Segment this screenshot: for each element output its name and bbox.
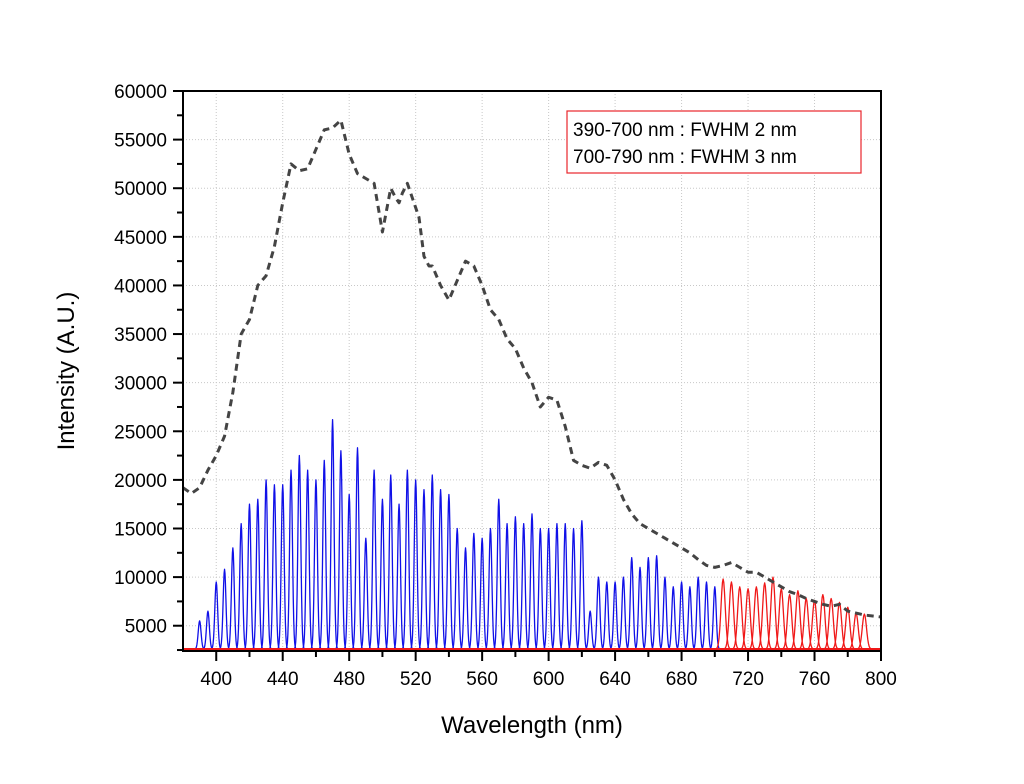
y-tick-label: 45000 — [114, 228, 167, 249]
grid — [183, 91, 881, 651]
envelope-group — [183, 118, 881, 619]
x-tick-label: 480 — [333, 669, 365, 690]
plot-frame — [182, 90, 882, 652]
x-tick-label: 800 — [865, 669, 897, 690]
y-tick-label: 20000 — [114, 471, 167, 492]
x-tick-label: 560 — [466, 669, 498, 690]
y-tick-label: 55000 — [114, 131, 167, 152]
annotation-line-1: 390-700 nm : FWHM 2 nm — [573, 120, 797, 141]
spectral-peak — [350, 447, 365, 650]
annotation-box: 390-700 nm : FWHM 2 nm 700-790 nm : FWHM… — [566, 110, 862, 174]
y-tick-label: 15000 — [114, 520, 167, 541]
y-tick-label: 50000 — [114, 179, 167, 200]
y-tick-label: 30000 — [114, 374, 167, 395]
x-tick-label: 760 — [799, 669, 831, 690]
x-tick-label: 680 — [666, 669, 698, 690]
x-tick-label: 440 — [267, 669, 299, 690]
x-tick-label: 400 — [200, 669, 232, 690]
annotation-border — [566, 110, 862, 174]
y-axis-ticks: 5000 10000 15000 20000 25000 30000 35000 40000 4… — [114, 82, 183, 652]
x-tick-label: 720 — [732, 669, 764, 690]
y-tick-label: 60000 — [114, 82, 167, 103]
plot-area — [183, 118, 881, 651]
y-axis-title: Intensity (A.U.) — [53, 292, 80, 451]
y-tick-label: 35000 — [114, 325, 167, 346]
envelope-line — [183, 118, 881, 619]
x-tick-label: 520 — [400, 669, 432, 690]
x-axis-title: Wavelength (nm) — [441, 712, 623, 739]
annotation-line-2: 700-790 nm : FWHM 3 nm — [573, 147, 797, 168]
x-tick-label: 640 — [599, 669, 631, 690]
y-tick-label: 40000 — [114, 276, 167, 297]
peak-series-group — [192, 418, 876, 650]
y-tick-label: 10000 — [114, 568, 167, 589]
x-tick-label: 600 — [533, 669, 565, 690]
y-tick-label: 5000 — [125, 617, 167, 638]
x-axis-ticks: 400 440 480 520 560 600 640 680 720 760 800 — [200, 651, 897, 690]
axes — [182, 90, 882, 652]
y-tick-label: 25000 — [114, 422, 167, 443]
spectral-peak — [778, 593, 801, 650]
